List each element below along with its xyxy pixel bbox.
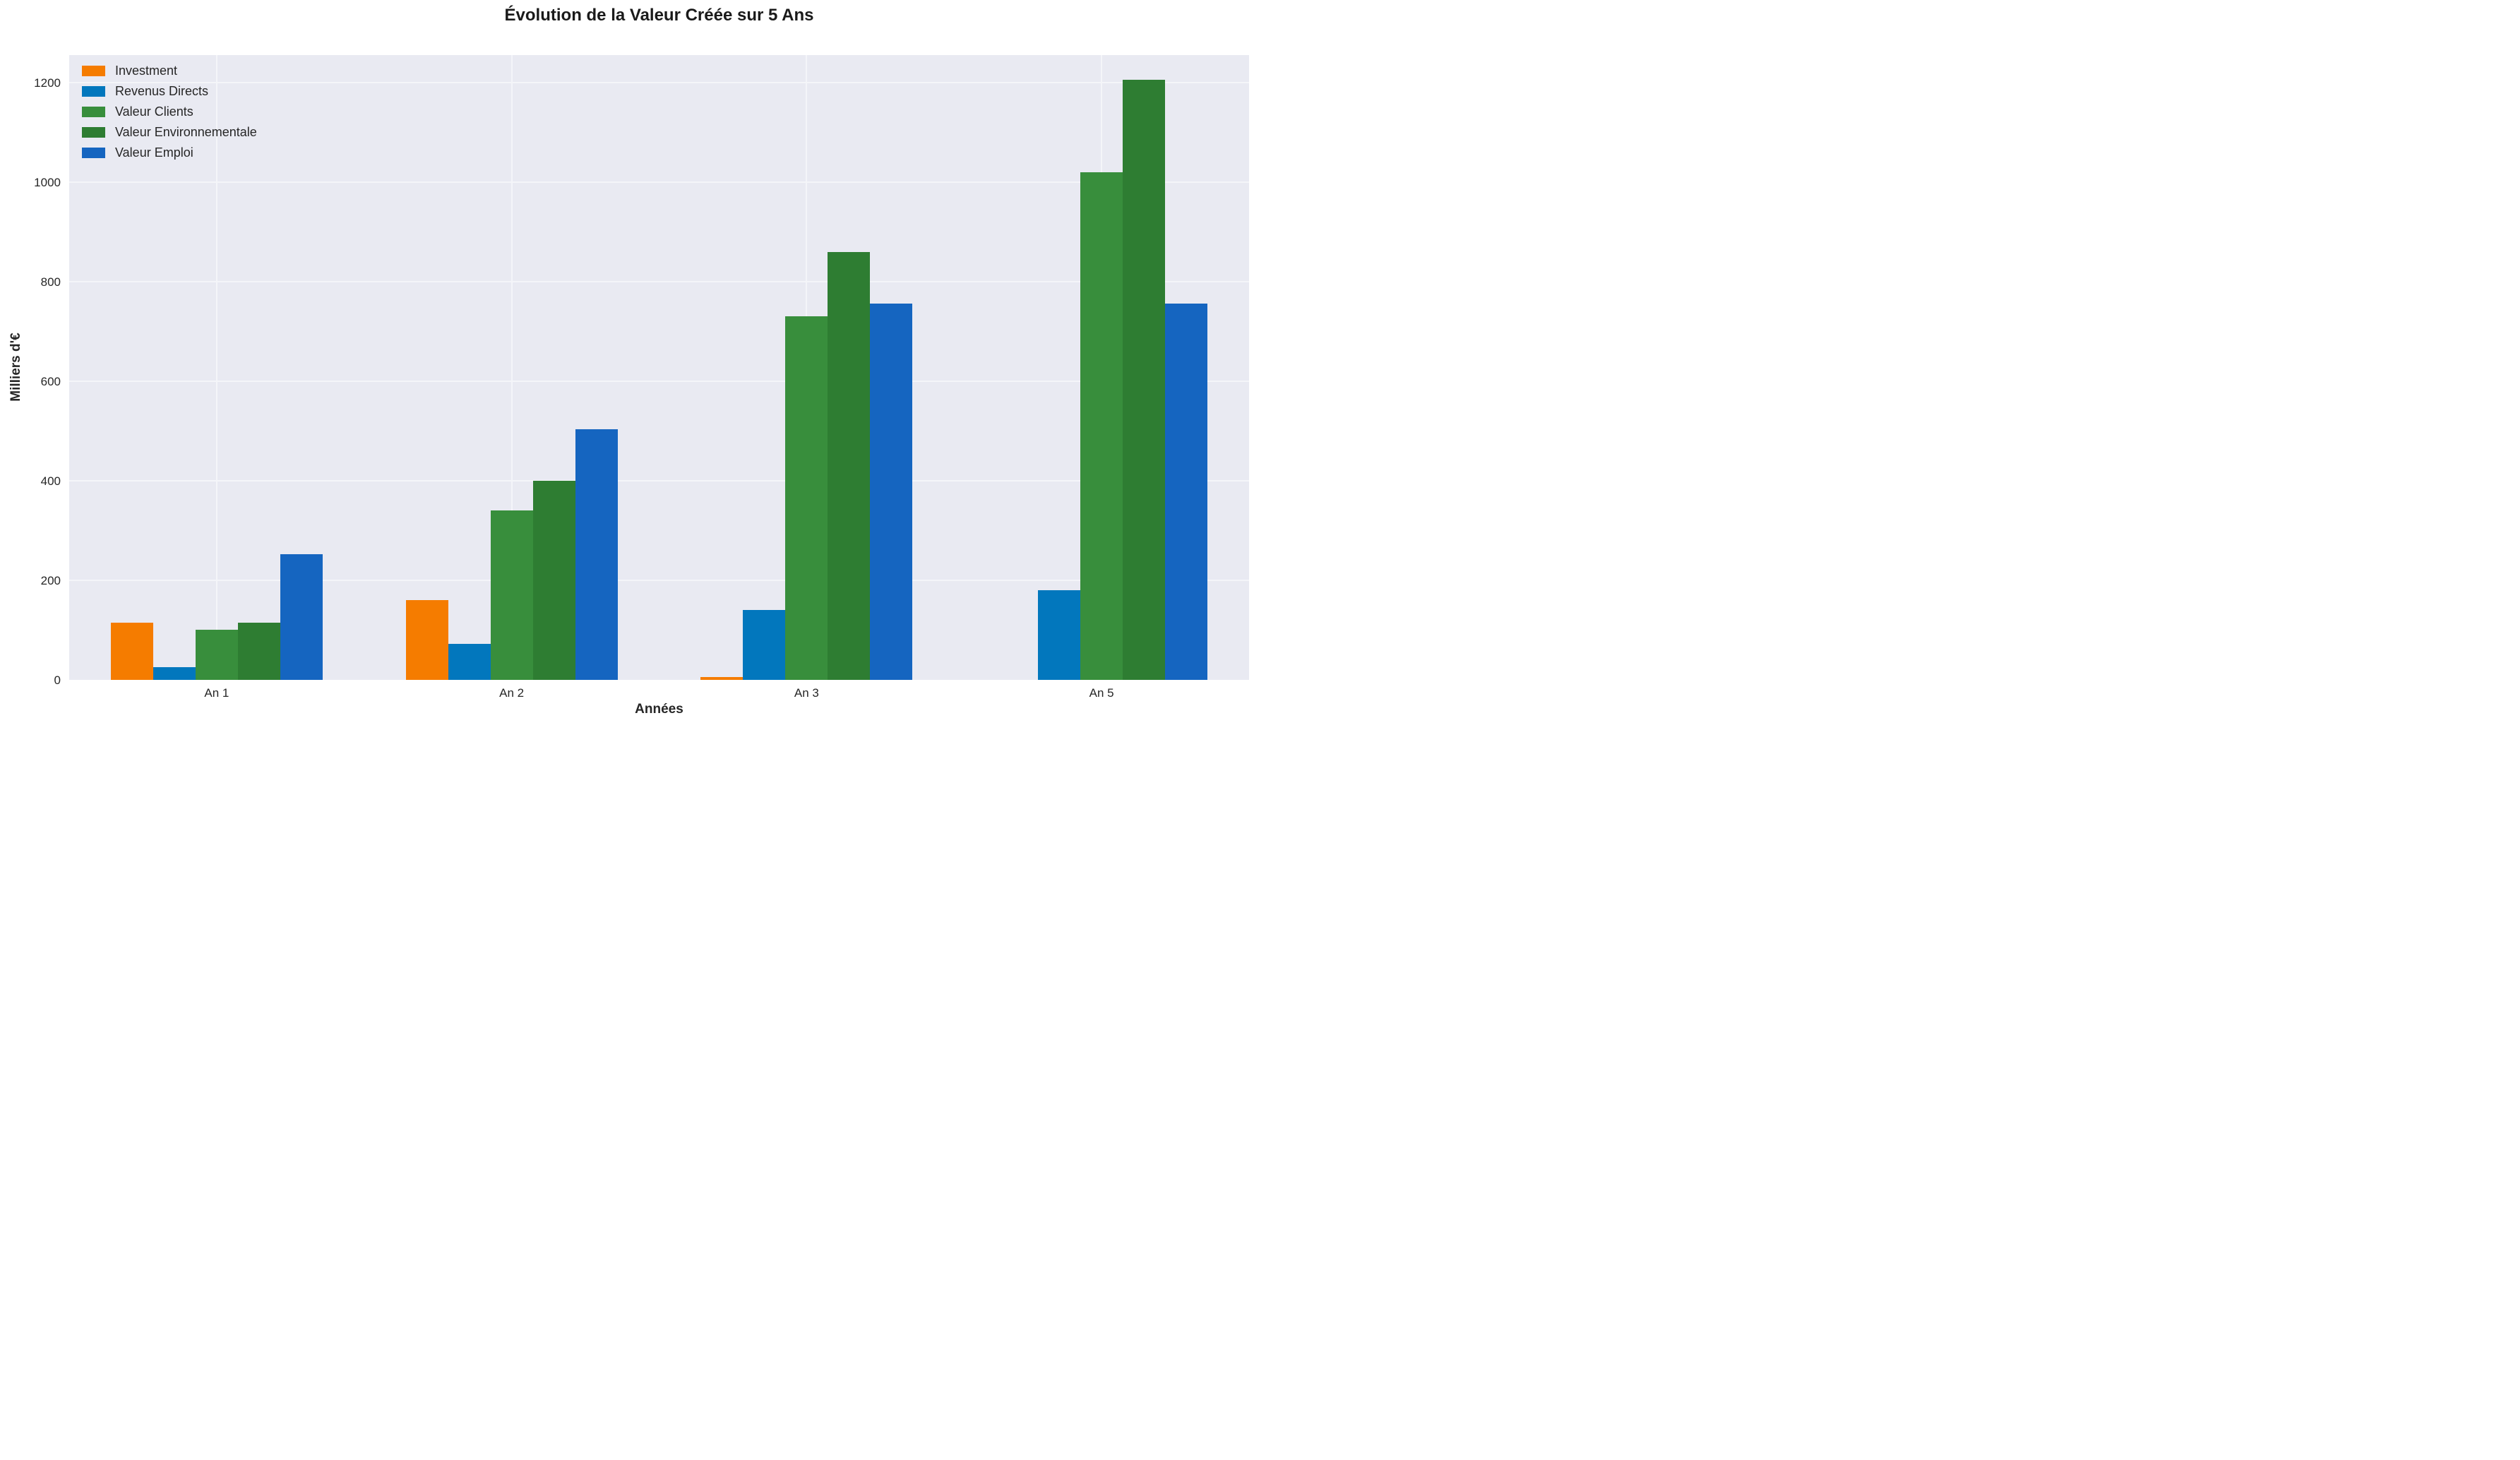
legend-item: Revenus Directs [82,84,257,98]
bar-an3-revenus-directs [743,610,786,680]
y-axis-label: Milliers d'€ [8,333,23,402]
bar-an1-valeur-environnementale [237,622,280,680]
legend-swatch [82,65,105,76]
gridline-v [215,55,217,680]
legend-label: Investment [115,63,178,78]
gridline-h [69,579,1249,581]
bar-an2-investment [405,600,448,680]
bar-an1-investment [110,622,153,680]
x-tick-label: An 5 [1089,686,1114,700]
legend-label: Valeur Emploi [115,145,193,160]
legend: Investment Revenus Directs Valeur Clients V… [82,64,257,166]
y-tick-label: 400 [40,474,61,488]
y-tick-label: 0 [54,674,61,687]
legend-label: Valeur Environnementale [115,124,257,139]
x-tick-label: An 2 [499,686,525,700]
x-tick-label: An 1 [204,686,229,700]
legend-item: Valeur Emploi [82,145,257,160]
y-tick-label: 600 [40,374,61,388]
gridline-h [69,479,1249,481]
bar-an5-valeur-environnementale [1123,80,1166,680]
bar-an3-valeur-environnementale [828,251,871,680]
bar-an5-valeur-emploi [1165,303,1208,680]
legend-swatch [82,106,105,117]
y-tick-label: 1200 [34,76,61,90]
x-axis-label: Années [635,702,683,717]
bar-an2-valeur-clients [490,510,533,680]
plot-area: Investment Revenus Directs Valeur Clients V… [69,55,1249,680]
legend-label: Valeur Clients [115,104,193,119]
legend-item: Valeur Clients [82,104,257,119]
legend-label: Revenus Directs [115,83,209,98]
bar-an2-valeur-environnementale [532,480,575,680]
bar-an2-revenus-directs [448,644,491,680]
bar-an3-valeur-emploi [870,303,913,680]
gridline-h [69,181,1249,183]
y-tick-label: 800 [40,275,61,289]
legend-swatch [82,126,105,138]
legend-swatch [82,147,105,158]
chart-title: Évolution de la Valeur Créée sur 5 Ans [504,6,814,25]
bar-an2-valeur-emploi [575,429,618,680]
legend-item: Investment [82,64,257,78]
bar-an1-valeur-emploi [280,554,323,680]
bar-an1-revenus-directs [153,667,196,680]
x-tick-label: An 3 [794,686,819,700]
legend-item: Valeur Environnementale [82,125,257,139]
gridline-h [69,380,1249,382]
legend-swatch [82,85,105,97]
bar-an5-valeur-clients [1080,172,1123,680]
bar-an3-investment [700,677,744,680]
y-tick-label: 1000 [34,175,61,189]
bar-an3-valeur-clients [785,316,828,680]
figure: Évolution de la Valeur Créée sur 5 Ans I… [0,0,1260,730]
y-tick-label: 200 [40,573,61,587]
bar-an5-revenus-directs [1038,590,1081,680]
gridline-h [69,81,1249,83]
gridline-v [510,55,513,680]
bar-an1-valeur-clients [195,630,238,680]
gridline-h [69,280,1249,282]
